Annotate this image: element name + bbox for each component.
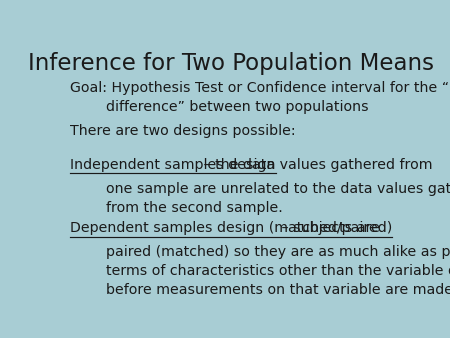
Text: paired (matched) so they are as much alike as possible in
        terms of chara: paired (matched) so they are as much ali… — [70, 245, 450, 297]
Text: Goal: Hypothesis Test or Confidence interval for the “average
        difference: Goal: Hypothesis Test or Confidence inte… — [70, 81, 450, 114]
Text: one sample are unrelated to the data values gathered
        from the second sam: one sample are unrelated to the data val… — [70, 182, 450, 215]
Text: Dependent samples design (matched/paired): Dependent samples design (matched/paired… — [70, 221, 392, 236]
Text: – subjects are: – subjects are — [277, 221, 379, 236]
Text: There are two designs possible:: There are two designs possible: — [70, 124, 296, 138]
Text: – the data values gathered from: – the data values gathered from — [199, 158, 433, 172]
Text: Inference for Two Population Means: Inference for Two Population Means — [27, 52, 434, 75]
Text: Independent samples design: Independent samples design — [70, 158, 276, 172]
